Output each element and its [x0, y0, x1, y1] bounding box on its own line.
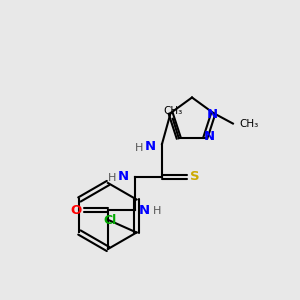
Text: Cl: Cl: [103, 214, 116, 227]
Text: H: H: [135, 142, 144, 153]
Text: N: N: [138, 203, 150, 217]
Text: CH₃: CH₃: [163, 106, 182, 116]
Text: N: N: [117, 170, 129, 184]
Text: S: S: [190, 170, 200, 184]
Text: N: N: [206, 108, 218, 121]
Text: CH₃: CH₃: [239, 118, 258, 128]
Text: N: N: [144, 140, 156, 154]
Text: N: N: [204, 130, 215, 143]
Text: H: H: [152, 206, 161, 216]
Text: H: H: [108, 173, 117, 183]
Text: O: O: [71, 203, 82, 217]
